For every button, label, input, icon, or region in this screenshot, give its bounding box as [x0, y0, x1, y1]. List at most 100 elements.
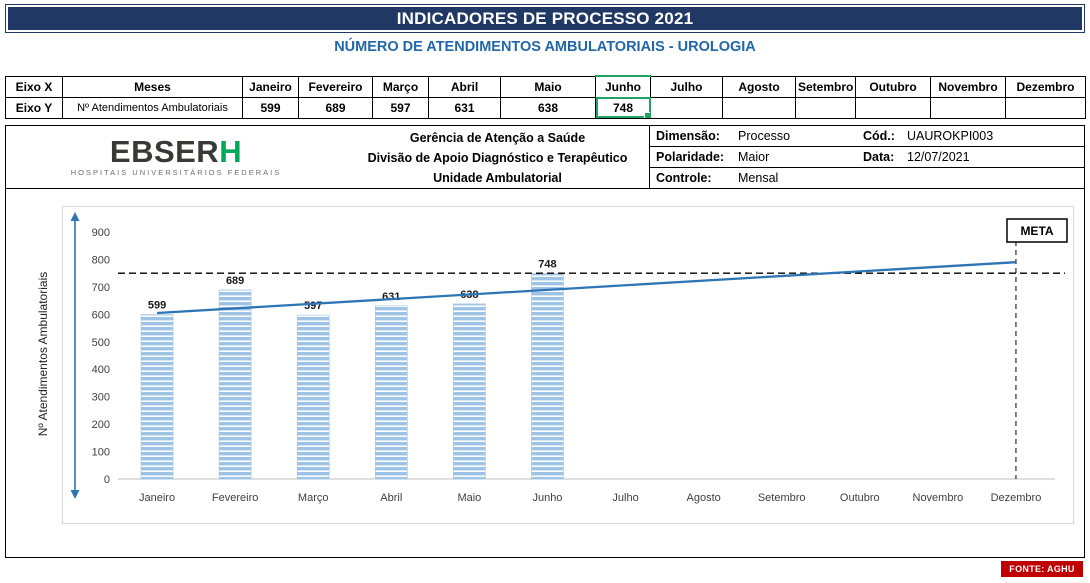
- bar-chart: 0 100 200 300 400 500 600 700 800 900 599 689 597 631…: [70, 212, 1068, 504]
- data-value: 12/07/2021: [907, 150, 970, 164]
- info-row-controle: Controle: Mensal: [650, 168, 1084, 188]
- value-cell[interactable]: 599: [242, 96, 299, 119]
- y-tick-label: 500: [92, 337, 110, 349]
- y-axis-title: Nº Atendimentos Ambulatoriais: [36, 271, 50, 437]
- x-tick-label: Fevereiro: [212, 492, 258, 504]
- y-tick-label: 400: [92, 364, 110, 376]
- y-tick-label: 700: [92, 282, 110, 294]
- bar-value-label: 597: [304, 300, 322, 312]
- eixo-y-label[interactable]: Eixo Y: [5, 96, 63, 119]
- indicator-info: Dimensão: Processo Cód.: UAUROKPI003 Pol…: [649, 126, 1084, 188]
- y-tick-label: 0: [104, 474, 110, 486]
- y-tick-label: 100: [92, 447, 110, 459]
- x-tick-label: Janeiro: [139, 492, 175, 504]
- title-banner: INDICADORES DE PROCESSO 2021: [5, 4, 1085, 33]
- y-tick-label: 600: [92, 309, 110, 321]
- x-tick-label: Março: [298, 492, 329, 504]
- x-tick-label: Novembro: [913, 492, 964, 504]
- month-header-cell[interactable]: Agosto: [722, 75, 796, 98]
- chart-bar: [531, 273, 564, 480]
- months-row: Eixo X Meses Janeiro Fevereiro Março Abril M…: [5, 75, 1086, 98]
- value-cell[interactable]: [650, 96, 723, 119]
- controle-label: Controle:: [656, 171, 712, 185]
- ebserh-logo: EBSERH HOSPITAIS UNIVERSITÁRIOS FEDERAIS: [6, 126, 346, 188]
- x-tick-label: Outubro: [840, 492, 880, 504]
- bar-value-label: 748: [538, 259, 556, 271]
- bar-value-label: 631: [382, 291, 400, 303]
- meta-legend: META: [1006, 218, 1068, 243]
- x-tick-label: Abril: [380, 492, 402, 504]
- month-header-cell[interactable]: Dezembro: [1005, 75, 1086, 98]
- org-titles: Gerência de Atenção a Saúde Divisão de A…: [346, 126, 649, 188]
- data-label: Data:: [863, 150, 895, 164]
- chart-bar: [453, 303, 486, 480]
- value-cell[interactable]: 689: [298, 96, 373, 119]
- chart-area: Nº Atendimentos Ambulatoriais 0 100 200 300…: [6, 189, 1084, 558]
- x-tick-label: Setembro: [758, 492, 806, 504]
- x-tick-label: Agosto: [687, 492, 721, 504]
- axis-table: Eixo X Meses Janeiro Fevereiro Março Abril M…: [5, 75, 1086, 119]
- month-header-cell[interactable]: Fevereiro: [298, 75, 373, 98]
- y-axis-arrow: [70, 212, 80, 499]
- polaridade-value: Maior: [738, 150, 770, 164]
- x-tick-label: Dezembro: [991, 492, 1042, 504]
- month-header-cell[interactable]: Setembro: [795, 75, 856, 98]
- logo-h-green: H: [219, 134, 243, 169]
- info-row-dimensao: Dimensão: Processo Cód.: UAUROKPI003: [650, 126, 1084, 147]
- info-row-polaridade: Polaridade: Maior Data: 12/07/2021: [650, 147, 1084, 168]
- chart-bar: [140, 314, 174, 480]
- x-tick-label: Maio: [457, 492, 481, 504]
- month-header-cell[interactable]: Março: [372, 75, 429, 98]
- y-tick-label: 800: [92, 254, 110, 266]
- logo-subtitle: HOSPITAIS UNIVERSITÁRIOS FEDERAIS: [70, 168, 282, 177]
- eixo-y-name[interactable]: Nº Atendimentos Ambulatoriais: [62, 96, 243, 119]
- month-header-cell[interactable]: Novembro: [930, 75, 1006, 98]
- eixo-x-name[interactable]: Meses: [62, 75, 243, 98]
- eixo-x-label[interactable]: Eixo X: [5, 75, 63, 98]
- month-header-cell[interactable]: Junho: [595, 75, 651, 98]
- polaridade-label: Polaridade:: [656, 150, 725, 164]
- y-tick-label: 200: [92, 419, 110, 431]
- org-header: EBSERH HOSPITAIS UNIVERSITÁRIOS FEDERAIS…: [6, 126, 1084, 189]
- value-cell[interactable]: 631: [428, 96, 501, 119]
- x-tick-label: Junho: [532, 492, 562, 504]
- month-header-cell[interactable]: Julho: [650, 75, 723, 98]
- x-tick-label: Julho: [612, 492, 638, 504]
- org-line-2: Divisão de Apoio Diagnóstico e Terapêuti…: [367, 151, 628, 165]
- value-cell[interactable]: [1005, 96, 1086, 119]
- indicator-subtitle: NÚMERO DE ATENDIMENTOS AMBULATORIAIS - U…: [334, 39, 756, 55]
- logo-ebser: EBSER: [109, 134, 220, 169]
- page-title: INDICADORES DE PROCESSO 2021: [396, 8, 694, 28]
- value-cell[interactable]: 597: [372, 96, 429, 119]
- chart-bar: [296, 314, 330, 480]
- value-cell[interactable]: 638: [500, 96, 596, 119]
- indicator-panel: EBSERH HOSPITAIS UNIVERSITÁRIOS FEDERAIS…: [5, 125, 1085, 558]
- org-line-1: Gerência de Atenção a Saúde: [409, 131, 586, 145]
- month-header-cell[interactable]: Outubro: [855, 75, 931, 98]
- fonte-badge: FONTE: AGHU: [1001, 561, 1083, 577]
- bar-value-label: 689: [226, 275, 244, 287]
- month-header-cell[interactable]: Maio: [500, 75, 596, 98]
- meta-label: META: [1020, 224, 1053, 238]
- controle-value: Mensal: [738, 171, 779, 185]
- org-line-3: Unidade Ambulatorial: [433, 171, 562, 185]
- y-tick-label: 300: [92, 392, 110, 404]
- value-cell[interactable]: [930, 96, 1006, 119]
- value-cell[interactable]: [722, 96, 796, 119]
- cod-label: Cód.:: [863, 129, 895, 143]
- chart-bar: [218, 289, 252, 480]
- dimensao-label: Dimensão:: [656, 129, 720, 143]
- trend-line: [156, 261, 1017, 315]
- value-cell[interactable]: [855, 96, 931, 119]
- value-cell[interactable]: [795, 96, 856, 119]
- values-row: Eixo Y Nº Atendimentos Ambulatoriais 599…: [5, 96, 1086, 119]
- value-cell[interactable]: 748: [595, 96, 651, 119]
- cod-value: UAUROKPI003: [907, 129, 994, 143]
- month-header-cell[interactable]: Abril: [428, 75, 501, 98]
- bar-value-label: 599: [148, 300, 166, 312]
- dimensao-value: Processo: [738, 129, 791, 143]
- month-header-cell[interactable]: Janeiro: [242, 75, 299, 98]
- chart-bar: [374, 305, 408, 480]
- ebserh-logo-text: EBSERH: [109, 134, 243, 169]
